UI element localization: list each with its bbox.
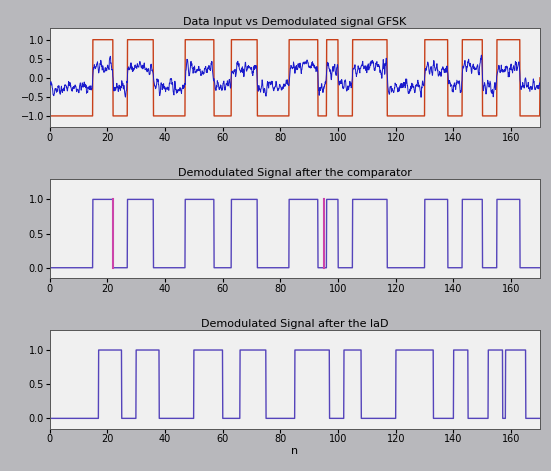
Title: Demodulated Signal after the comparator: Demodulated Signal after the comparator xyxy=(178,168,412,178)
X-axis label: n: n xyxy=(291,446,298,455)
Title: Data Input vs Demodulated signal GFSK: Data Input vs Demodulated signal GFSK xyxy=(183,17,407,27)
Title: Demodulated Signal after the laD: Demodulated Signal after the laD xyxy=(201,319,388,329)
